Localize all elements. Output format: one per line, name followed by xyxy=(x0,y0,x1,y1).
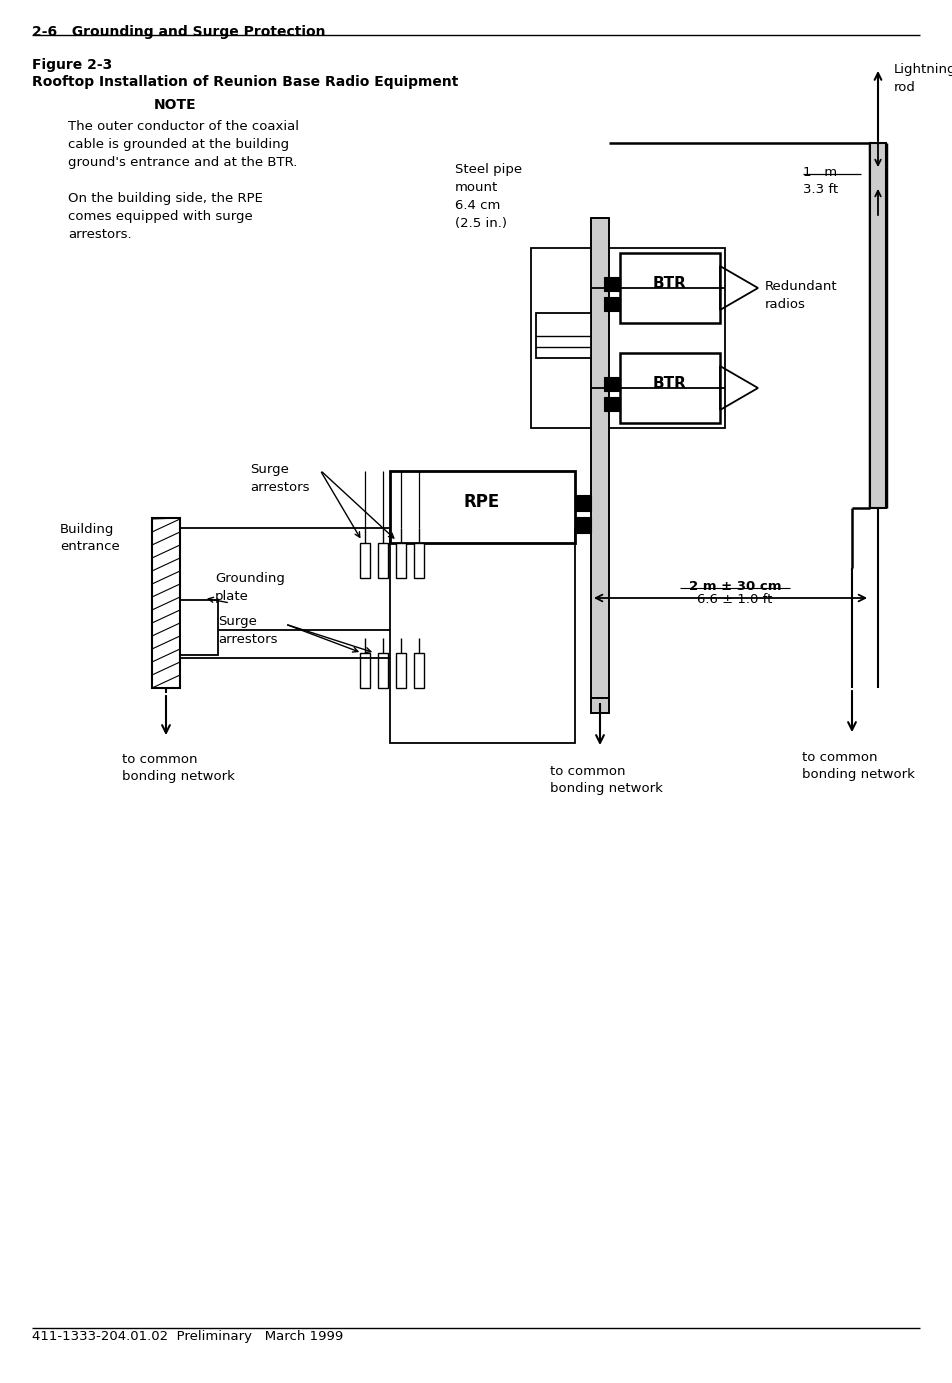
Text: Figure 2-3: Figure 2-3 xyxy=(32,58,112,72)
Bar xyxy=(620,253,720,324)
Text: comes equipped with surge: comes equipped with surge xyxy=(68,210,252,223)
Text: to common: to common xyxy=(122,752,197,766)
Text: RPE: RPE xyxy=(464,492,500,510)
Bar xyxy=(604,277,620,290)
Bar xyxy=(870,142,886,508)
Bar xyxy=(604,297,620,311)
Bar xyxy=(414,653,424,687)
Text: Surge: Surge xyxy=(218,615,257,628)
Bar xyxy=(536,313,591,358)
Text: Redundant: Redundant xyxy=(765,279,838,293)
Text: Rooftop Installation of Reunion Base Radio Equipment: Rooftop Installation of Reunion Base Rad… xyxy=(32,75,458,89)
Bar xyxy=(414,544,424,578)
Text: radios: radios xyxy=(765,297,806,311)
Text: to common: to common xyxy=(550,765,625,779)
Bar xyxy=(620,353,720,423)
Bar xyxy=(575,495,591,510)
Text: NOTE: NOTE xyxy=(153,98,196,112)
Bar xyxy=(180,600,218,656)
Text: Surge: Surge xyxy=(250,463,288,476)
Text: bonding network: bonding network xyxy=(802,768,915,781)
Text: arrestors.: arrestors. xyxy=(68,228,131,241)
Bar xyxy=(152,519,180,687)
Bar xyxy=(531,248,725,427)
Text: 411-1333-204.01.02  Preliminary   March 1999: 411-1333-204.01.02 Preliminary March 199… xyxy=(32,1330,344,1343)
Text: arrestors: arrestors xyxy=(218,633,277,646)
Text: arrestors: arrestors xyxy=(250,481,309,494)
Text: (2.5 in.): (2.5 in.) xyxy=(455,217,507,230)
Text: plate: plate xyxy=(215,591,248,603)
Text: rod: rod xyxy=(894,82,916,94)
Text: The outer conductor of the coaxial: The outer conductor of the coaxial xyxy=(68,120,299,133)
Text: Lightning: Lightning xyxy=(894,64,952,76)
Bar xyxy=(396,653,406,687)
Text: entrance: entrance xyxy=(60,539,120,553)
Text: to common: to common xyxy=(802,751,878,763)
Bar xyxy=(378,544,388,578)
Bar xyxy=(378,653,388,687)
Text: 3.3 ft: 3.3 ft xyxy=(803,183,838,196)
Bar xyxy=(360,653,370,687)
Bar xyxy=(604,397,620,411)
Bar xyxy=(360,544,370,578)
Text: BTR: BTR xyxy=(653,376,687,390)
Text: cable is grounded at the building: cable is grounded at the building xyxy=(68,138,289,151)
Text: mount: mount xyxy=(455,181,498,194)
Text: bonding network: bonding network xyxy=(122,770,235,783)
Bar xyxy=(604,378,620,391)
Text: BTR: BTR xyxy=(653,275,687,290)
Bar xyxy=(591,219,609,698)
Text: 1   m: 1 m xyxy=(803,166,837,178)
Text: Steel pipe: Steel pipe xyxy=(455,163,522,176)
Bar xyxy=(591,698,609,714)
Bar xyxy=(390,472,575,544)
Text: 6.6 ± 1.0 ft: 6.6 ± 1.0 ft xyxy=(697,593,773,606)
Text: 2 m ± 30 cm: 2 m ± 30 cm xyxy=(688,579,782,593)
Text: 2-6   Grounding and Surge Protection: 2-6 Grounding and Surge Protection xyxy=(32,25,326,39)
Text: Grounding: Grounding xyxy=(215,573,285,585)
Text: bonding network: bonding network xyxy=(550,781,663,795)
Text: 6.4 cm: 6.4 cm xyxy=(455,199,501,212)
Bar xyxy=(396,544,406,578)
Text: On the building side, the RPE: On the building side, the RPE xyxy=(68,192,263,205)
Bar xyxy=(390,528,575,743)
Bar xyxy=(575,517,591,532)
Text: Building: Building xyxy=(60,523,114,537)
Text: ground's entrance and at the BTR.: ground's entrance and at the BTR. xyxy=(68,156,297,169)
